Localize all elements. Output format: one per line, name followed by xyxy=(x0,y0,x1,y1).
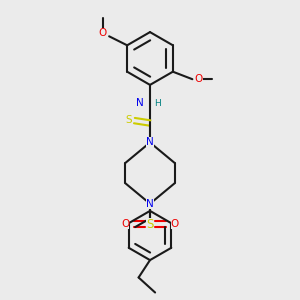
Text: N: N xyxy=(146,199,154,209)
Text: S: S xyxy=(126,115,132,125)
Text: H: H xyxy=(154,99,161,108)
Text: O: O xyxy=(171,219,179,229)
Text: N: N xyxy=(136,98,144,109)
Text: S: S xyxy=(146,218,154,231)
Text: O: O xyxy=(121,219,129,229)
Text: O: O xyxy=(98,28,107,38)
Text: O: O xyxy=(195,74,203,84)
Text: N: N xyxy=(146,137,154,148)
